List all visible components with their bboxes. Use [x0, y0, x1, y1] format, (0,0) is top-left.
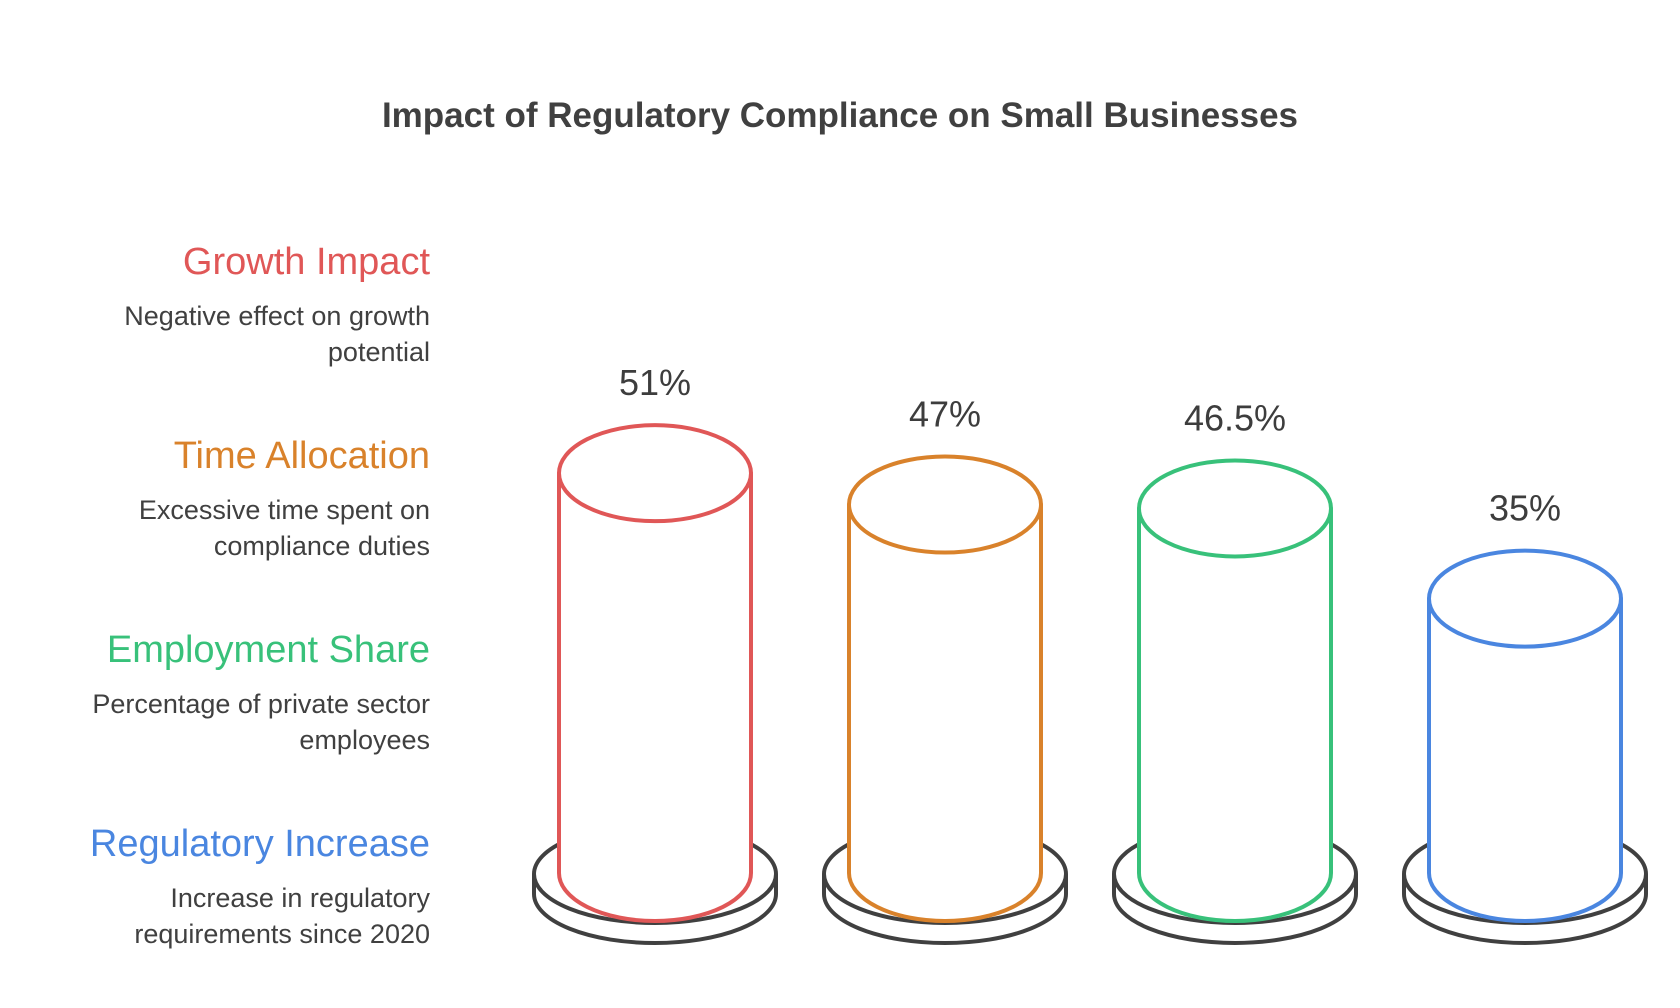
value-label: 47% [909, 394, 981, 435]
legend-title: Regulatory Increase [89, 823, 430, 865]
legend-item-regulatory-increase: Regulatory Increase Increase in regulato… [20, 822, 430, 952]
bar-top-2 [847, 454, 1043, 555]
legend-title: Growth Impact [182, 241, 430, 283]
value-label: 51% [619, 362, 691, 403]
value-label: 35% [1489, 488, 1561, 529]
chart-title: Impact of Regulatory Compliance on Small… [381, 96, 1299, 135]
legend-description: Negative effect on growth potential [124, 301, 430, 367]
legend-description: Excessive time spent on compliance dutie… [138, 495, 430, 561]
legend-description: Percentage of private sector employees [92, 689, 430, 755]
bar-top-3 [1137, 458, 1333, 559]
bar-4 [1427, 596, 1623, 923]
legend-item-growth-impact: Growth Impact Negative effect on growth … [20, 240, 430, 370]
legend-item-employment-share: Employment Share Percentage of private s… [20, 628, 430, 758]
legend-title: Employment Share [106, 629, 430, 671]
bar-top-1 [557, 423, 753, 524]
legend-description: Increase in regulatory requirements sinc… [134, 883, 430, 949]
legend-item-time-allocation: Time Allocation Excessive time spent on … [20, 434, 430, 564]
legend-title: Time Allocation [173, 435, 430, 477]
bar-3 [1137, 506, 1333, 923]
bar-top-4 [1427, 548, 1623, 649]
bar-2 [847, 502, 1043, 923]
bar-1 [557, 471, 753, 923]
value-label: 46.5% [1184, 397, 1286, 438]
